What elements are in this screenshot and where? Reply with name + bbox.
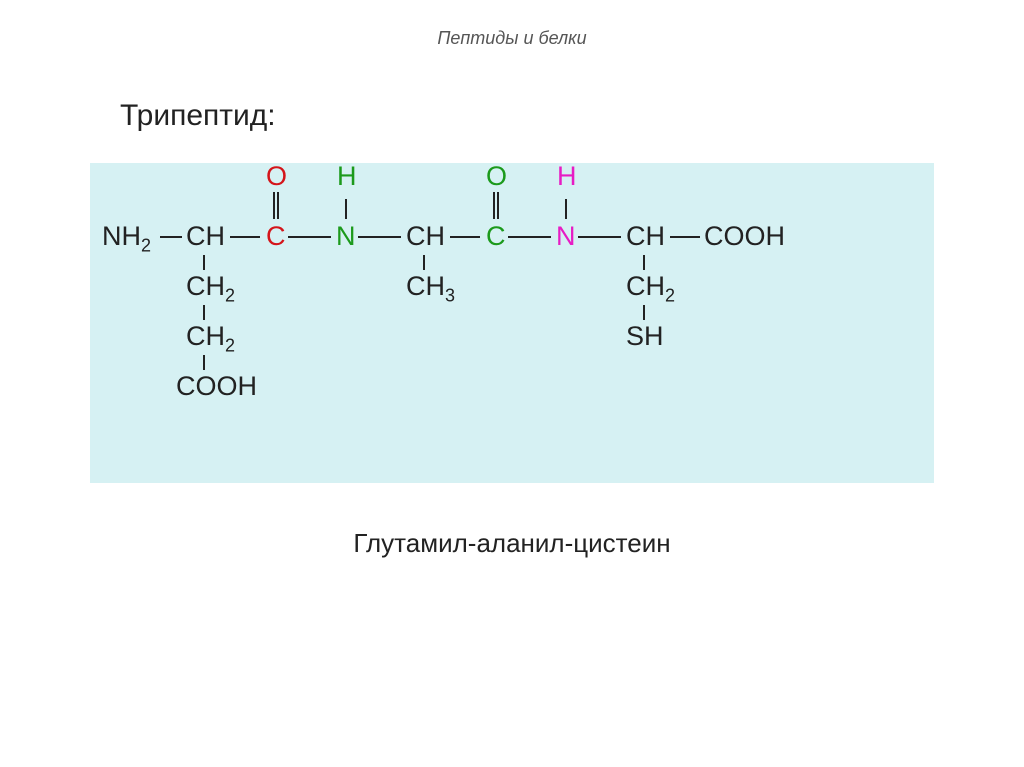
atom-ch2-c: CH2 <box>626 271 675 306</box>
atom-c1: C <box>266 221 286 252</box>
atom-cooh-side: COOH <box>176 371 257 402</box>
ch2-1a-text: CH <box>186 271 225 301</box>
bond <box>643 305 645 320</box>
atom-o2: O <box>486 161 507 192</box>
atom-nh2: NH2 <box>102 221 151 256</box>
atom-ch-ala: CH <box>406 221 445 252</box>
atom-cooh-end: COOH <box>704 221 785 252</box>
atom-o1: O <box>266 161 287 192</box>
bond <box>345 199 347 219</box>
atom-h1: H <box>337 161 357 192</box>
ch2-1a-sub: 2 <box>225 285 235 305</box>
page-header: Пептиды и белки <box>0 0 1024 49</box>
ch2-c-text: CH <box>626 271 665 301</box>
ch2-1b-text: CH <box>186 321 225 351</box>
bond <box>670 236 700 238</box>
ch3-text: CH <box>406 271 445 301</box>
formula-diagram: NH2 CH C O N H CH C O N H CH COOH CH2 CH… <box>90 163 934 483</box>
atom-ch-glu: CH <box>186 221 225 252</box>
atom-h2: H <box>557 161 577 192</box>
atom-sh: SH <box>626 321 664 352</box>
nh2-text: NH <box>102 221 141 251</box>
bond <box>450 236 480 238</box>
atom-c2: C <box>486 221 506 252</box>
atom-n2: N <box>556 221 576 252</box>
bond <box>423 255 425 270</box>
bond <box>203 305 205 320</box>
bond <box>643 255 645 270</box>
bond <box>508 236 551 238</box>
compound-name: Глутамил-аланил-цистеин <box>0 528 1024 559</box>
bond <box>160 236 182 238</box>
bond-double <box>493 192 499 219</box>
atom-ch-cys: CH <box>626 221 665 252</box>
bond <box>288 236 331 238</box>
bond <box>358 236 401 238</box>
bond <box>230 236 260 238</box>
bond <box>203 355 205 370</box>
bond-double <box>273 192 279 219</box>
nh2-sub: 2 <box>141 235 151 255</box>
ch2-1b-sub: 2 <box>225 335 235 355</box>
atom-n1: N <box>336 221 356 252</box>
ch3-sub: 3 <box>445 285 455 305</box>
ch2-c-sub: 2 <box>665 285 675 305</box>
bond <box>578 236 621 238</box>
bond <box>203 255 205 270</box>
atom-ch2-1a: CH2 <box>186 271 235 306</box>
bond <box>565 199 567 219</box>
section-title: Трипептид: <box>120 99 1024 133</box>
atom-ch3: CH3 <box>406 271 455 306</box>
atom-ch2-1b: CH2 <box>186 321 235 356</box>
